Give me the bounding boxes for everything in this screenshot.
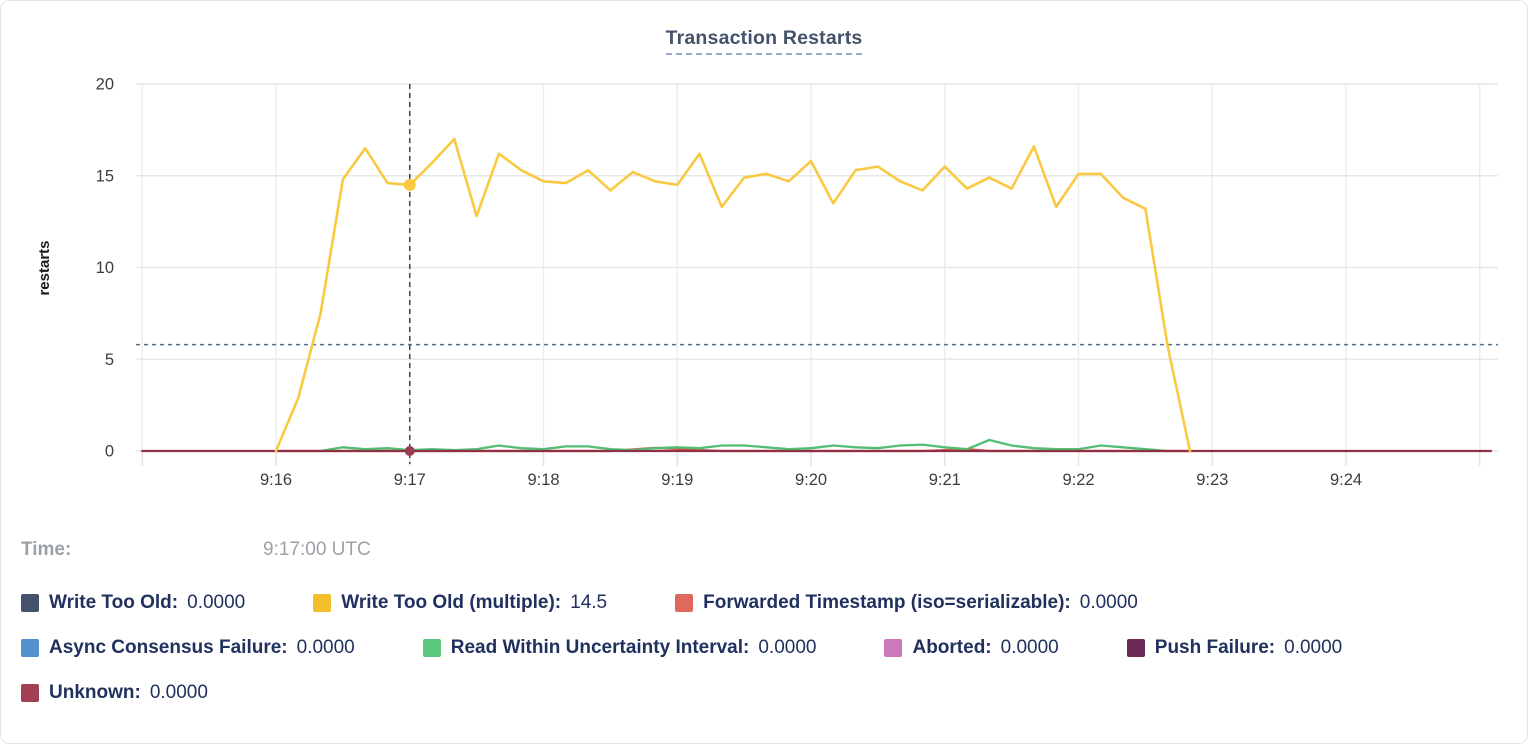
x-tick-label: 9:23: [1196, 471, 1228, 489]
legend-item-write-too-old: Write Too Old: 0.0000: [21, 592, 245, 614]
legend-item-write-too-old-multiple: Write Too Old (multiple): 14.5: [313, 592, 607, 614]
legend-swatch: [675, 594, 694, 612]
legend-swatch: [313, 594, 332, 612]
chart-header: Transaction Restarts: [1, 27, 1527, 55]
y-tick-label: 0: [105, 443, 114, 461]
legend: Write Too Old: 0.0000 Write Too Old (multi…: [21, 592, 1410, 727]
legend-item-push-failure: Push Failure: 0.0000: [1126, 637, 1343, 659]
legend-item-aborted: Aborted: 0.0000: [884, 637, 1059, 659]
legend-swatch: [1126, 639, 1145, 657]
chart-svg: 9:16 9:17 9:18 9:19 9:20 9:21 9:22 9:23 9:24 0 5 10…: [36, 76, 1498, 489]
series-line-write-too-old-multiple: [274, 137, 1192, 453]
legend-value: 0.0000: [1000, 637, 1059, 658]
legend-value: 0.0000: [1079, 592, 1138, 613]
x-tick-label: 9:21: [929, 471, 961, 489]
y-tick-label: 5: [105, 351, 114, 369]
x-tick-label: 9:22: [1062, 471, 1094, 489]
legend-swatch: [21, 639, 39, 657]
legend-value: 0.0000: [187, 592, 246, 613]
x-tick-label: 9:17: [394, 471, 426, 489]
y-tick-label: 15: [96, 167, 114, 185]
legend-label: Write Too Old:: [49, 592, 179, 613]
legend-label: Aborted:: [912, 637, 992, 658]
tooltip-time-row: Time: 9:17:00 UTC: [21, 539, 721, 561]
legend-value: 0.0000: [1284, 637, 1343, 658]
legend-label: Forwarded Timestamp (iso=serializable):: [703, 592, 1071, 613]
legend-row: Async Consensus Failure: 0.0000 Read Withi…: [21, 637, 1410, 659]
legend-row: Unknown: 0.0000: [21, 682, 1410, 704]
legend-item-read-within-uncertainty-interval: Read Within Uncertainty Interval: 0.0000: [422, 637, 817, 659]
chart-title[interactable]: Transaction Restarts: [665, 27, 863, 55]
x-tick-label: 9:20: [795, 471, 827, 489]
tooltip-time-label: Time:: [21, 539, 72, 560]
legend-label: Unknown:: [49, 682, 141, 703]
legend-value: 14.5: [570, 592, 608, 613]
legend-label: Read Within Uncertainty Interval:: [450, 637, 750, 658]
y-tick-label: 20: [96, 76, 114, 94]
legend-swatch: [21, 594, 39, 612]
legend-row: Write Too Old: 0.0000 Write Too Old (multi…: [21, 592, 1410, 614]
x-tick-label: 9:18: [527, 471, 559, 489]
x-tick-label: 9:16: [260, 471, 292, 489]
hover-dot: [404, 446, 415, 456]
y-tick-label: 10: [96, 259, 114, 277]
legend-item-unknown: Unknown: 0.0000: [21, 682, 208, 704]
legend-label: Push Failure:: [1154, 637, 1276, 658]
legend-value: 0.0000: [758, 637, 817, 658]
y-axis-label: restarts: [36, 240, 53, 295]
legend-value: 0.0000: [296, 637, 355, 658]
x-tick-label: 9:24: [1330, 471, 1362, 489]
tooltip-time-value: 9:17:00 UTC: [263, 539, 371, 560]
legend-item-forwarded-timestamp-iso-serializable: Forwarded Timestamp (iso=serializable): 0…: [675, 592, 1138, 614]
legend-value: 0.0000: [149, 682, 208, 703]
x-tick-label: 9:19: [661, 471, 693, 489]
legend-swatch: [21, 684, 39, 702]
legend-swatch: [422, 639, 441, 657]
legend-label: Write Too Old (multiple):: [341, 592, 562, 613]
legend-swatch: [884, 639, 903, 657]
legend-item-async-consensus-failure: Async Consensus Failure: 0.0000: [21, 637, 355, 659]
hover-dot: [403, 178, 416, 191]
series-line-read-within-uncertainty-interval: [319, 438, 1169, 453]
legend-label: Async Consensus Failure:: [49, 637, 288, 658]
chart-plot-area[interactable]: [136, 84, 1498, 451]
